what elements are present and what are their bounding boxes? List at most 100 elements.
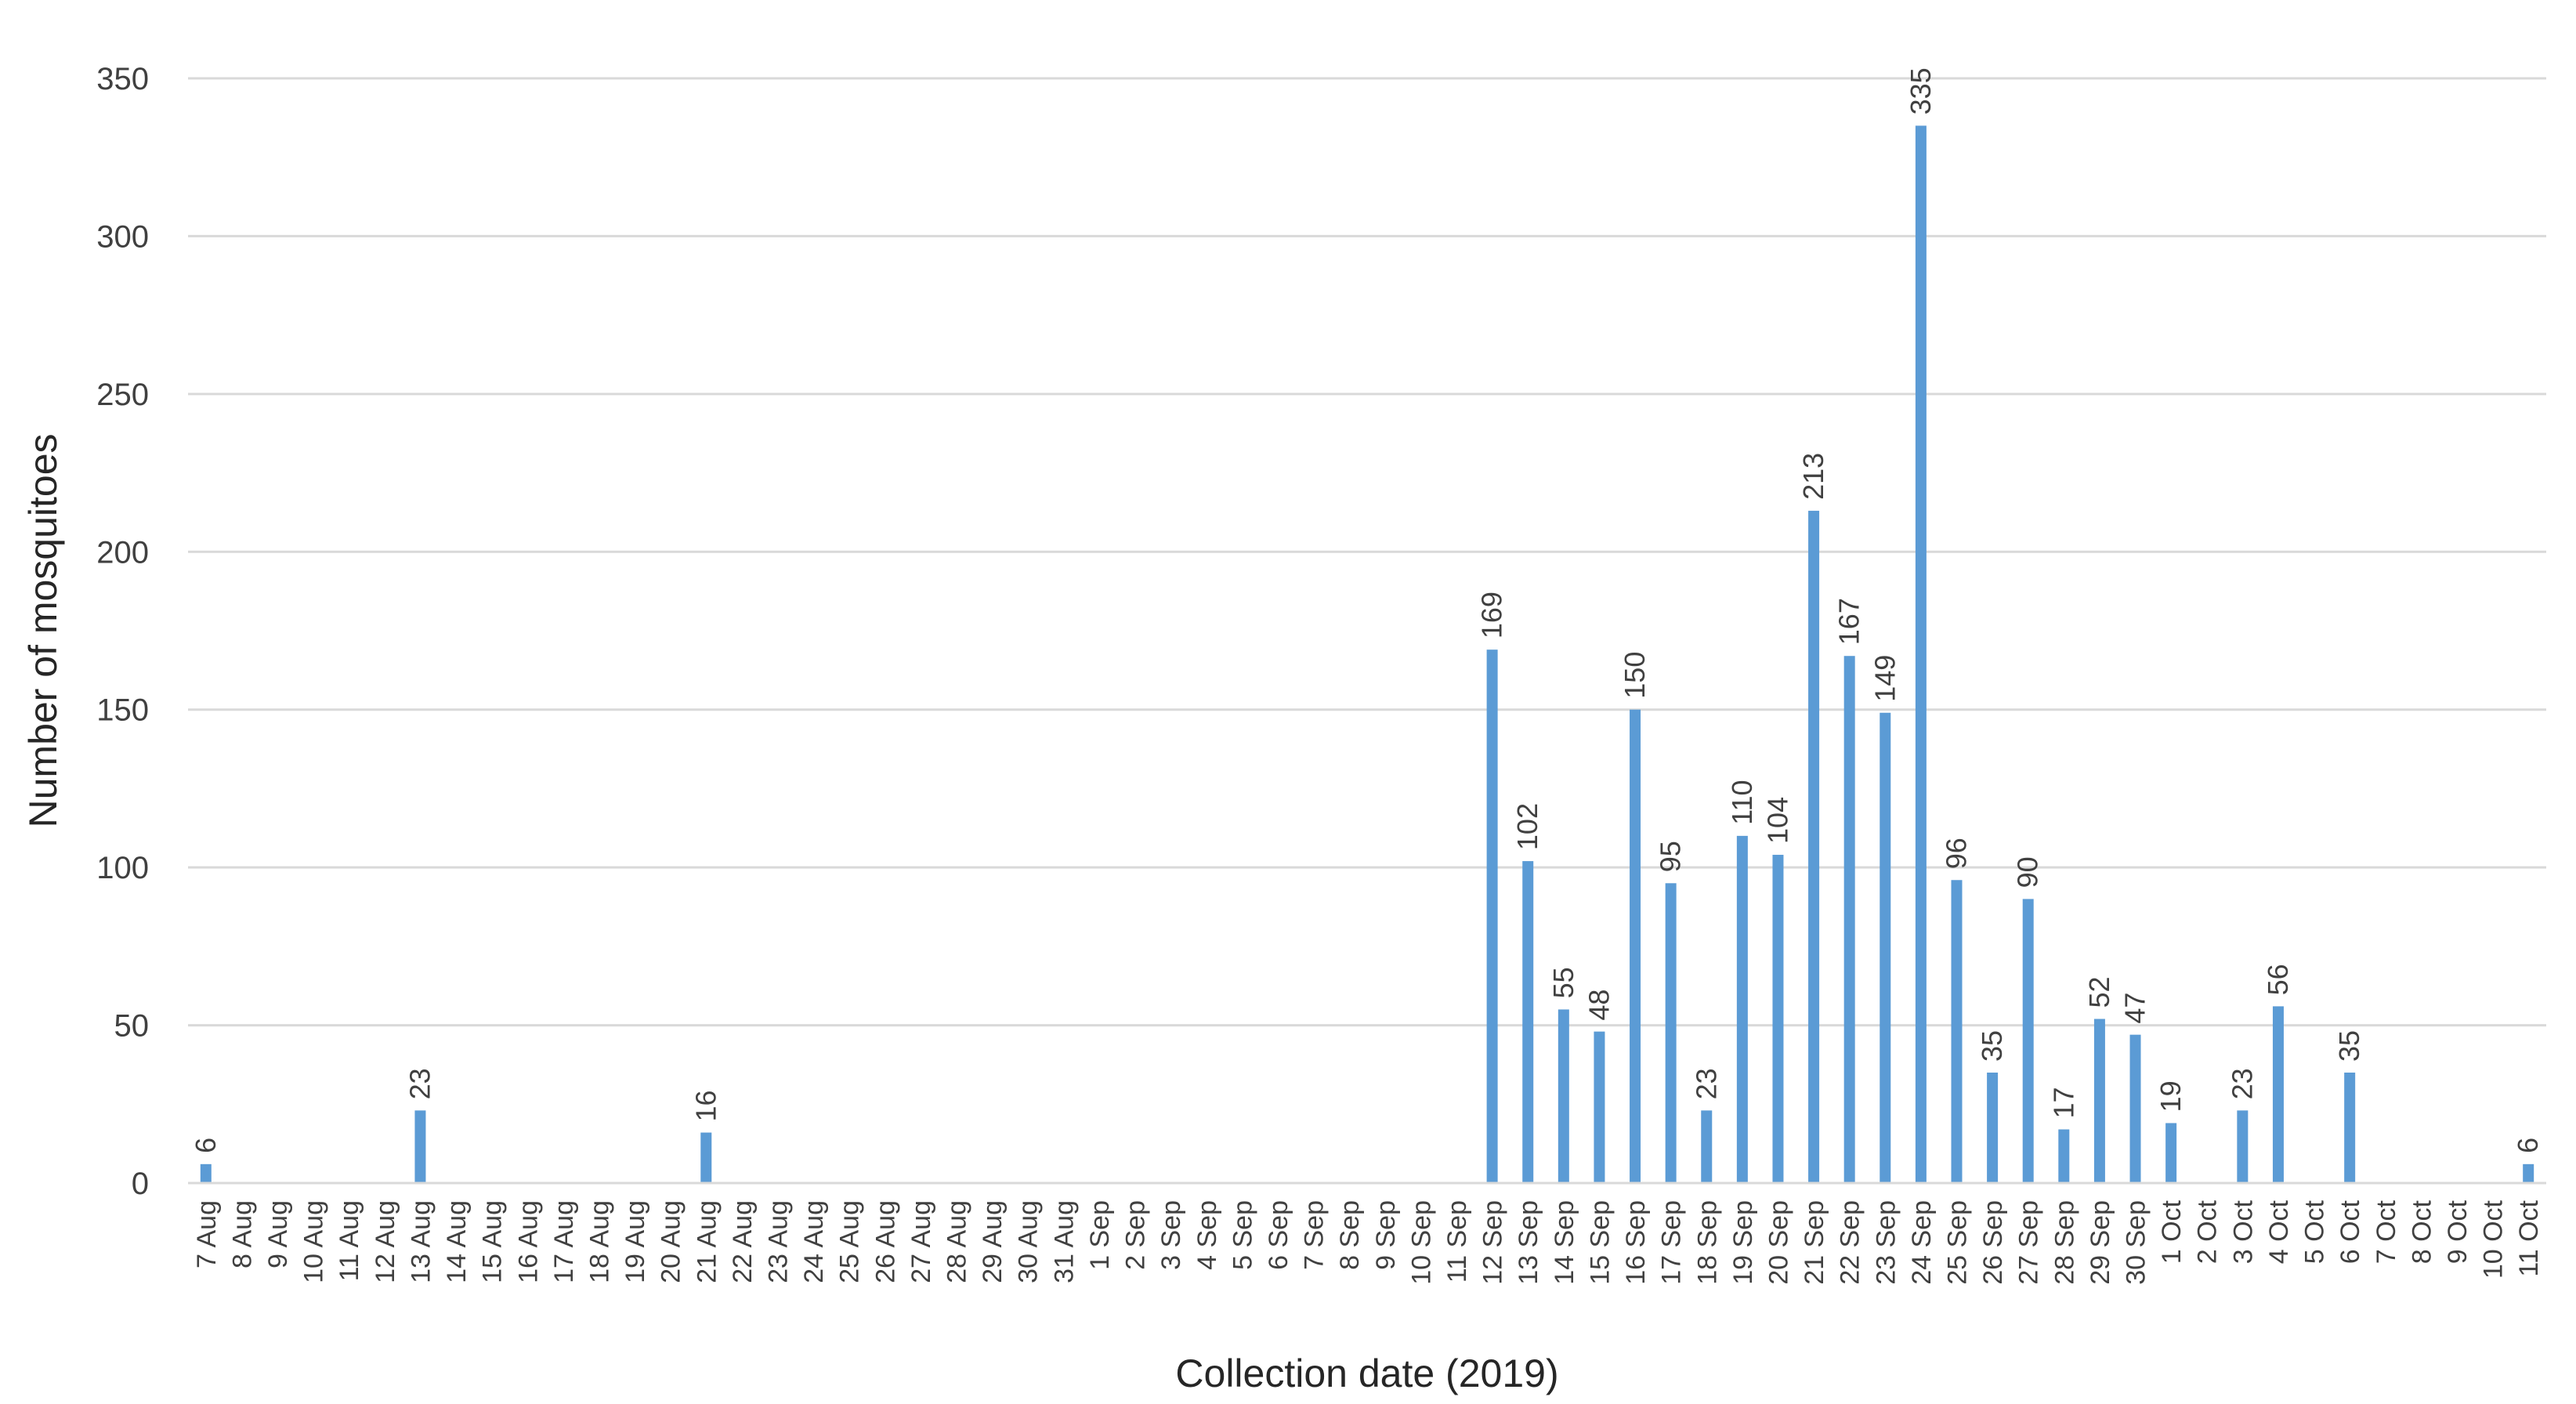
data-label: 52 <box>2083 976 2115 1008</box>
x-tick-label: 11 Oct <box>2514 1200 2544 1276</box>
data-label: 110 <box>1726 780 1758 824</box>
x-tick-label: 17 Sep <box>1657 1200 1687 1285</box>
data-label: 35 <box>2333 1030 2365 1062</box>
bar <box>1880 712 1891 1183</box>
bar <box>200 1163 212 1183</box>
data-label: 96 <box>1941 838 1973 869</box>
bar <box>1772 855 1784 1183</box>
x-tick-label: 4 Oct <box>2264 1200 2294 1264</box>
data-label: 19 <box>2155 1080 2187 1112</box>
data-label: 150 <box>1619 652 1651 699</box>
x-tick-label: 19 Sep <box>1728 1200 1758 1285</box>
bar <box>414 1110 426 1183</box>
data-label: 335 <box>1905 67 1937 114</box>
bar <box>1486 650 1498 1183</box>
x-tick-label: 2 Oct <box>2193 1200 2223 1264</box>
y-tick-label: 300 <box>96 219 149 254</box>
data-label: 169 <box>1476 592 1508 639</box>
y-axis-title: Number of mosquitoes <box>21 433 65 827</box>
y-tick-label: 100 <box>96 851 149 885</box>
data-label: 104 <box>1761 797 1793 844</box>
bar <box>2022 899 2034 1183</box>
x-tick-label: 13 Sep <box>1514 1200 1543 1285</box>
bar <box>1594 1031 1605 1183</box>
x-tick-label: 7 Oct <box>2372 1200 2401 1264</box>
x-tick-label: 25 Sep <box>1943 1200 1973 1285</box>
data-label: 6 <box>2512 1138 2544 1153</box>
y-tick-label: 200 <box>96 535 149 570</box>
data-label: 102 <box>1511 803 1543 850</box>
bars <box>200 125 2534 1183</box>
x-tick-label: 13 Aug <box>406 1200 436 1283</box>
data-label: 23 <box>1690 1068 1722 1099</box>
x-tick-label: 5 Sep <box>1228 1200 1257 1270</box>
x-tick-label: 20 Aug <box>657 1200 686 1283</box>
x-tick-label: 15 Aug <box>478 1200 508 1283</box>
x-tick-label: 22 Sep <box>1836 1200 1865 1285</box>
data-label: 17 <box>2047 1087 2079 1118</box>
x-tick-label: 14 Aug <box>442 1200 472 1283</box>
bar <box>1736 835 1748 1183</box>
y-tick-label: 50 <box>114 1009 150 1044</box>
x-tick-label: 24 Aug <box>799 1200 829 1283</box>
x-tick-label: 21 Aug <box>692 1200 722 1283</box>
x-tick-label: 17 Aug <box>549 1200 579 1283</box>
bar <box>2165 1123 2177 1183</box>
bar <box>2272 1006 2284 1183</box>
data-label: 95 <box>1655 841 1687 872</box>
data-label: 35 <box>1976 1030 2008 1062</box>
data-label: 56 <box>2262 964 2294 995</box>
x-tick-label: 30 Aug <box>1014 1200 1044 1283</box>
x-tick-label: 11 Aug <box>335 1200 364 1281</box>
x-tick-label: 16 Aug <box>513 1200 543 1283</box>
x-tick-label: 19 Aug <box>620 1200 650 1283</box>
x-tick-label: 30 Sep <box>2122 1200 2151 1285</box>
bar <box>1665 883 1677 1183</box>
x-tick-label: 9 Oct <box>2443 1200 2473 1264</box>
x-tick-label: 29 Sep <box>2086 1200 2115 1285</box>
x-axis-ticks: 7 Aug 8 Aug 9 Aug 10 Aug 11 Aug 12 Aug 13 Aug 1… <box>192 1200 2544 1284</box>
bar <box>1915 125 1927 1183</box>
x-tick-label: 21 Sep <box>1800 1200 1829 1285</box>
y-tick-label: 250 <box>96 378 149 412</box>
y-axis-ticks: 0 50 100 150 200 250 300 350 <box>96 62 149 1201</box>
data-label: 23 <box>2226 1068 2258 1099</box>
x-tick-label: 5 Oct <box>2300 1200 2330 1264</box>
x-tick-label: 1 Oct <box>2157 1200 2187 1264</box>
x-tick-label: 2 Sep <box>1121 1200 1151 1270</box>
x-tick-label: 27 Sep <box>2014 1200 2044 1285</box>
x-tick-label: 10 Aug <box>299 1200 329 1283</box>
x-tick-label: 6 Oct <box>2335 1200 2365 1264</box>
x-tick-label: 12 Sep <box>1478 1200 1508 1285</box>
x-tick-label: 3 Sep <box>1156 1200 1186 1270</box>
bar <box>1987 1073 1999 1183</box>
bar <box>1701 1110 1713 1183</box>
bar <box>2093 1019 2105 1183</box>
bar <box>2058 1129 2070 1183</box>
y-tick-label: 0 <box>132 1167 149 1201</box>
bar <box>2523 1163 2534 1183</box>
bar <box>1522 861 1534 1183</box>
bar <box>1951 880 1963 1183</box>
x-tick-label: 9 Aug <box>263 1200 293 1268</box>
x-tick-label: 10 Sep <box>1406 1200 1436 1285</box>
y-tick-label: 150 <box>96 693 149 728</box>
data-label: 48 <box>1583 990 1615 1021</box>
data-label: 6 <box>190 1138 222 1153</box>
bar <box>1630 709 1641 1183</box>
x-tick-label: 18 Sep <box>1692 1200 1722 1285</box>
data-label: 167 <box>1833 598 1865 645</box>
bar <box>1808 510 1820 1183</box>
x-tick-label: 14 Sep <box>1550 1200 1579 1285</box>
data-label: 213 <box>1797 453 1829 500</box>
x-tick-label: 7 Sep <box>1300 1200 1330 1270</box>
x-tick-label: 7 Aug <box>192 1200 222 1268</box>
x-axis-title: Collection date (2019) <box>1175 1352 1558 1395</box>
data-label: 16 <box>689 1090 722 1121</box>
data-label: 149 <box>1869 655 1901 702</box>
x-tick-label: 29 Aug <box>978 1200 1008 1283</box>
x-tick-label: 25 Aug <box>835 1200 865 1283</box>
x-tick-label: 12 Aug <box>371 1200 400 1283</box>
bar <box>1558 1009 1569 1183</box>
